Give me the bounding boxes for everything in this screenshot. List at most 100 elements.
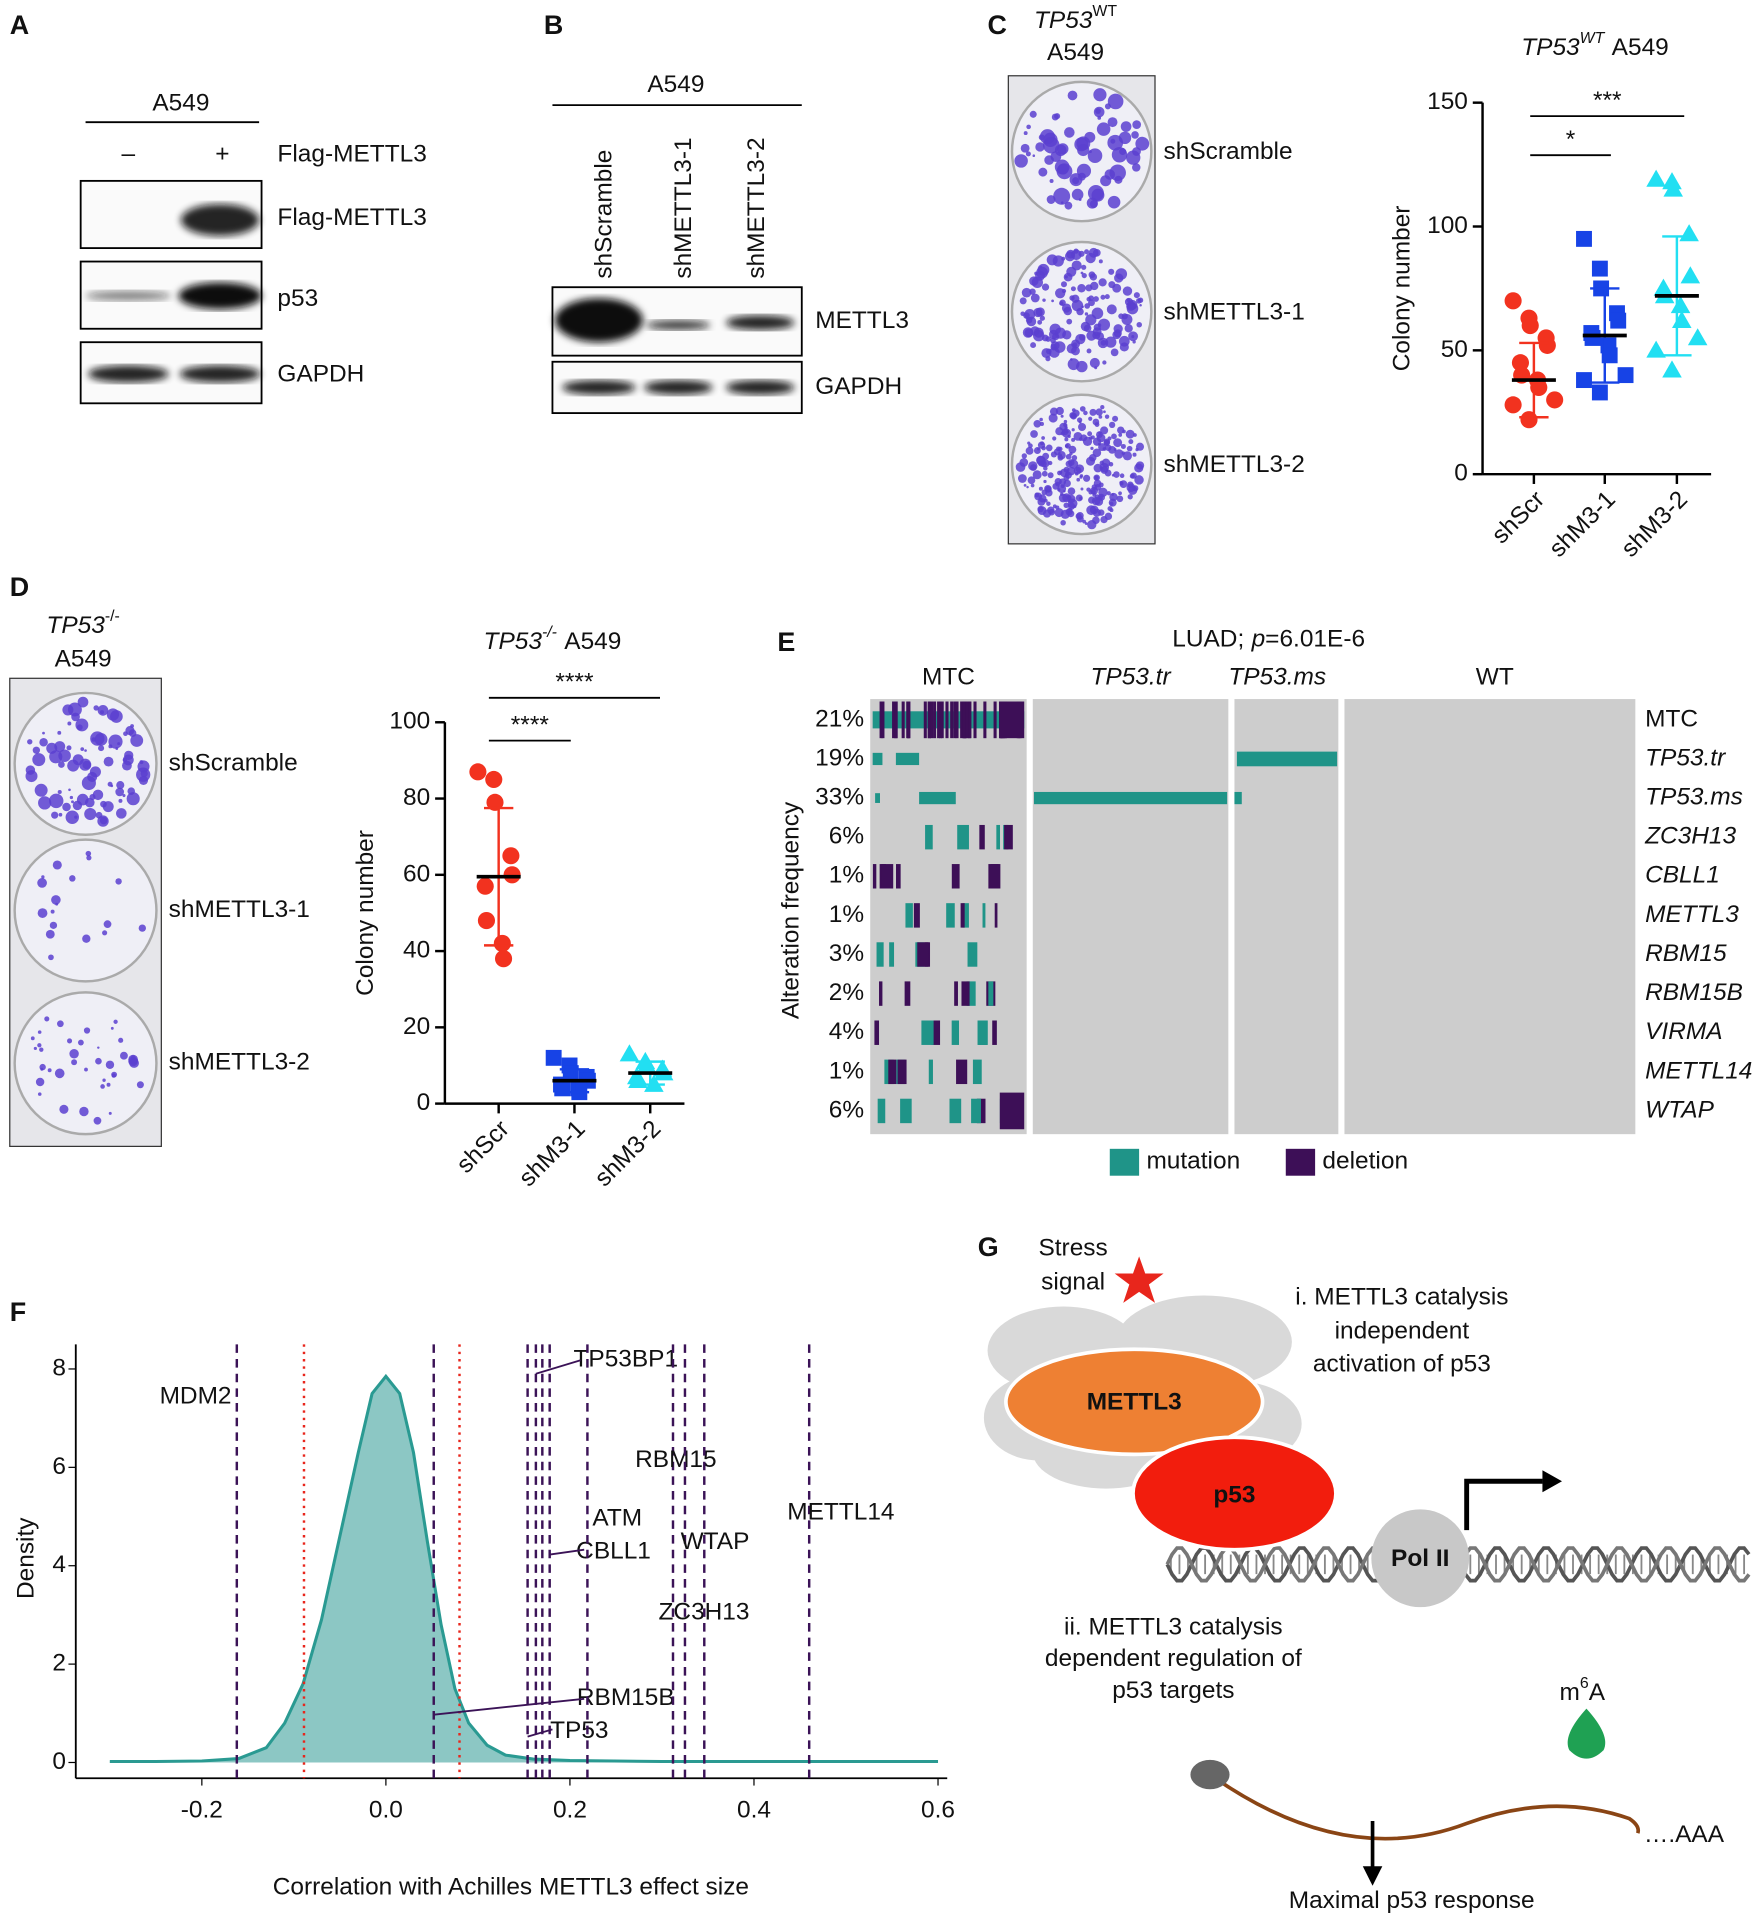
colony: [136, 1081, 144, 1089]
label: p53 targets: [1112, 1677, 1234, 1704]
colony: [84, 1067, 88, 1072]
colony: [1070, 286, 1076, 292]
colony: [1025, 446, 1034, 455]
oncoprint-tile: [921, 1020, 934, 1045]
label: GAPDH: [815, 373, 902, 400]
colony: [25, 765, 36, 775]
row-label: RBM15B: [1645, 979, 1743, 1006]
colony: [1079, 496, 1083, 501]
colony: [54, 741, 66, 752]
colony: [106, 1082, 111, 1087]
group-label: TP53.tr: [1090, 664, 1171, 691]
colony: [1036, 455, 1045, 465]
colony: [1019, 458, 1029, 467]
colony: [39, 1047, 44, 1052]
band: [85, 290, 172, 301]
colony: [37, 878, 47, 888]
header: TP53-/-: [46, 608, 119, 639]
point: [1646, 169, 1666, 187]
colony: [89, 766, 101, 778]
colony: [84, 797, 95, 808]
group-label: WT: [1476, 664, 1514, 691]
colony: [1065, 453, 1072, 460]
colony: [32, 746, 41, 754]
point: [1680, 266, 1701, 284]
label: Flag-METTL3: [277, 204, 426, 231]
oncoprint-tile: [960, 903, 965, 928]
oncoprint-tile: [896, 864, 901, 889]
colony: [1119, 473, 1125, 478]
colony: [1072, 409, 1080, 417]
colony: [1059, 422, 1068, 431]
colony: [1043, 479, 1047, 484]
point: [1546, 391, 1564, 409]
colony: [1049, 179, 1054, 184]
point: [1584, 330, 1601, 346]
colony: [1080, 487, 1084, 491]
gene-label: CBLL1: [576, 1538, 651, 1565]
colony: [115, 787, 125, 797]
leader: [433, 1697, 585, 1716]
colony: [1039, 265, 1043, 269]
colony: [122, 754, 134, 766]
oncoprint-tile: [874, 1020, 880, 1045]
point: [1672, 310, 1692, 328]
x-tick-label: 0.6: [921, 1797, 955, 1824]
point: [1663, 179, 1683, 197]
label: shScramble: [1164, 138, 1293, 165]
colony: [1039, 417, 1043, 422]
colony: [38, 796, 52, 810]
y-axis-label: Colony number: [352, 830, 379, 996]
colony: [1116, 495, 1124, 503]
label: i. METTL3 catalysis: [1295, 1283, 1508, 1310]
colony: [57, 730, 62, 735]
band: [562, 380, 636, 395]
plate: [13, 838, 158, 983]
colony: [1019, 297, 1027, 305]
colony: [117, 742, 121, 746]
oncoprint-tile: [962, 903, 969, 928]
colony: [1041, 283, 1050, 291]
colony: [1093, 296, 1099, 302]
colony: [40, 1067, 44, 1071]
colony: [1128, 439, 1134, 445]
title-value: =6.01E-6: [1265, 626, 1365, 653]
colony: [1074, 471, 1079, 476]
colony: [68, 788, 71, 792]
colony: [1096, 433, 1106, 443]
band: [178, 282, 262, 310]
leader: [527, 1728, 553, 1738]
tss-arrow: [1464, 1478, 1543, 1531]
colony: [122, 794, 126, 798]
band: [88, 365, 169, 383]
panel-letter: G: [978, 1232, 999, 1262]
colony: [1060, 414, 1064, 418]
colony: [1088, 150, 1092, 154]
colony: [1057, 450, 1066, 460]
x-tick-label: shM3-1: [514, 1115, 591, 1192]
colony: [1106, 491, 1111, 496]
colony: [52, 860, 62, 870]
oncoprint-tile: [966, 981, 976, 1006]
row-label: RBM15: [1645, 940, 1727, 967]
oncoprint-tile: [951, 864, 960, 889]
gene-label: WTAP: [681, 1528, 750, 1555]
colony: [1083, 474, 1091, 482]
colony: [1061, 428, 1072, 438]
oncoprint-block: [1344, 699, 1636, 1135]
colony: [1117, 426, 1125, 434]
oncoprint-tile: [881, 701, 885, 739]
colony: [1077, 284, 1086, 293]
colony: [1039, 421, 1044, 427]
oncoprint-tile: [973, 701, 977, 739]
x-tick-label: shScr: [452, 1115, 515, 1178]
colony: [1020, 143, 1030, 153]
colony: [85, 850, 92, 857]
label: Maximal p53 response: [1289, 1887, 1535, 1914]
label: ii. METTL3 catalysis: [1064, 1613, 1283, 1640]
colony: [93, 705, 99, 711]
colony: [1080, 271, 1084, 275]
colony: [71, 1059, 78, 1066]
colony: [1041, 470, 1048, 477]
colony: [118, 798, 123, 803]
